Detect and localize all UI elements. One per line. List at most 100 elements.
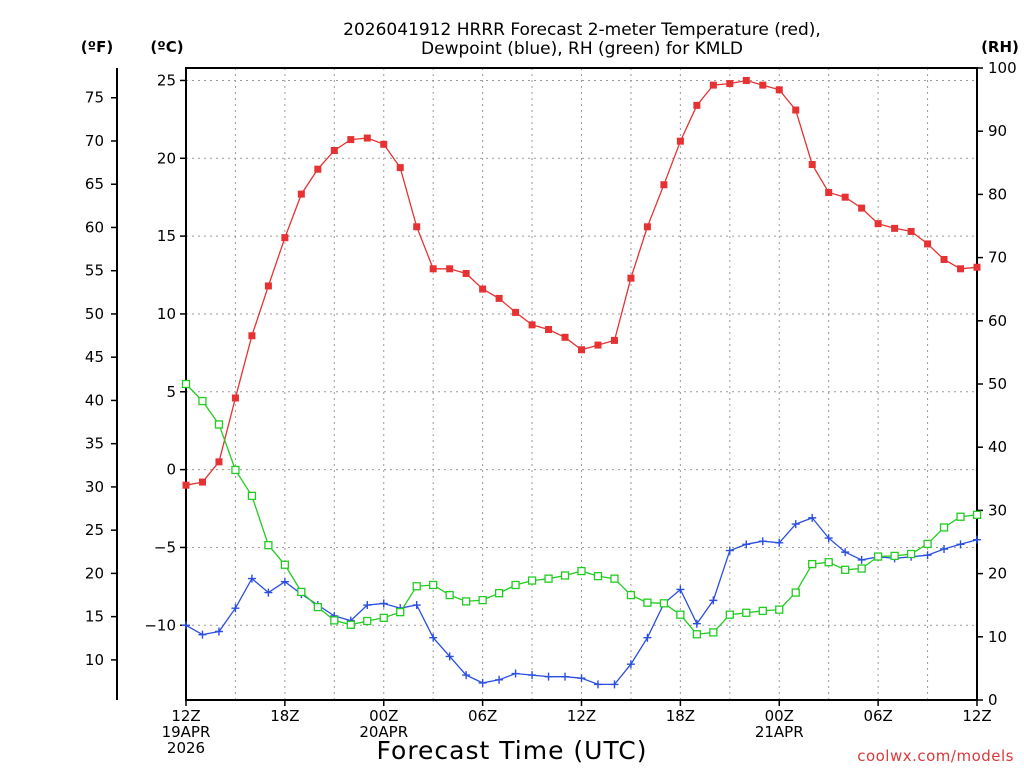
temperature-point xyxy=(231,394,239,402)
rh-tick-label: 0 xyxy=(988,691,998,709)
temperature-series xyxy=(182,76,981,489)
x-tick-label: 00Z xyxy=(369,707,398,725)
dewpoint-point xyxy=(445,652,454,661)
fahrenheit-tick-label: 10 xyxy=(85,651,104,669)
rh-point xyxy=(445,590,454,600)
dewpoint-point xyxy=(528,671,537,680)
dewpoint-point xyxy=(742,540,751,549)
dewpoint-point xyxy=(808,513,817,522)
axes xyxy=(111,67,983,706)
x-tick-label: 12Z xyxy=(171,707,200,725)
rh-point xyxy=(659,599,669,608)
rh-point xyxy=(808,559,817,569)
temperature-point xyxy=(973,263,981,271)
rh-tick-label: 60 xyxy=(988,312,1007,330)
rh-point xyxy=(791,588,800,597)
rh-point xyxy=(247,491,257,501)
temperature-point xyxy=(413,223,421,231)
dewpoint-point xyxy=(264,588,273,597)
x-axis-title: Forecast Time (UTC) xyxy=(377,736,648,765)
rh-point xyxy=(313,602,322,612)
rh-point xyxy=(560,571,570,580)
temperature-point xyxy=(314,165,322,173)
rh-point xyxy=(758,606,767,616)
temperature-point xyxy=(446,265,454,273)
fahrenheit-tick-label: 60 xyxy=(85,218,104,236)
dewpoint-point xyxy=(593,680,602,689)
dewpoint-point xyxy=(824,534,833,543)
temperature-point xyxy=(841,193,849,201)
rh-point xyxy=(593,571,603,581)
dewpoint-point xyxy=(857,555,866,564)
data-series xyxy=(181,76,982,689)
dewpoint-point xyxy=(676,585,685,594)
credit-label: coolwx.com/models xyxy=(857,747,1014,765)
rh-point xyxy=(231,465,240,475)
temperature-point xyxy=(858,204,866,212)
rh-point xyxy=(429,580,438,590)
rh-point xyxy=(841,565,850,574)
dewpoint-point xyxy=(214,627,223,636)
dewpoint-point xyxy=(478,678,487,687)
celsius-tick-label: −10 xyxy=(144,616,176,634)
rh-point xyxy=(478,595,487,605)
dewpoint-point xyxy=(758,537,767,546)
dewpoint-point xyxy=(412,601,421,610)
rh-point xyxy=(857,564,866,573)
rh-tick-label: 10 xyxy=(988,628,1007,646)
rh-point xyxy=(643,598,652,607)
dewpoint-point xyxy=(973,535,981,544)
dewpoint-point xyxy=(791,520,800,529)
celsius-tick-label: 0 xyxy=(166,461,176,479)
rh-tick-label: 50 xyxy=(988,375,1007,393)
temperature-point xyxy=(297,190,305,198)
rh-point xyxy=(494,589,504,598)
rh-point xyxy=(181,379,191,389)
plot-frame xyxy=(185,67,978,701)
rh-point xyxy=(906,549,916,559)
fahrenheit-tick-label: 20 xyxy=(85,564,104,582)
dewpoint-point xyxy=(462,671,471,680)
x-tick-label: 12Z xyxy=(962,707,991,725)
temperature-point xyxy=(907,227,915,235)
rh-point xyxy=(346,620,355,629)
x-tick-label: 2026 xyxy=(167,739,205,757)
rh-unit-label: (RH) xyxy=(981,38,1019,56)
rh-point xyxy=(676,610,685,619)
chart-title-line2: Dewpoint (blue), RH (green) for KMLD xyxy=(421,39,743,59)
dewpoint-point xyxy=(610,680,619,689)
rh-point xyxy=(890,551,899,561)
temperature-point xyxy=(627,274,635,282)
dewpoint-point xyxy=(841,548,850,557)
grid-lines xyxy=(186,68,977,700)
chart-title-line1: 2026041912 HRRR Forecast 2-meter Tempera… xyxy=(343,20,821,40)
temperature-point xyxy=(429,265,437,273)
fahrenheit-unit-label: (ºF) xyxy=(81,38,113,56)
temperature-point xyxy=(528,321,536,329)
temperature-point xyxy=(792,106,800,114)
x-tick-label: 20APR xyxy=(359,723,408,741)
x-tick-label: 18Z xyxy=(666,707,695,725)
x-tick-label: 00Z xyxy=(765,707,794,725)
rh-point xyxy=(280,560,290,569)
fahrenheit-tick-label: 25 xyxy=(85,521,104,539)
rh-point xyxy=(297,587,306,597)
temperature-point xyxy=(891,224,899,232)
temperature-point xyxy=(248,332,256,340)
rh-tick-label: 80 xyxy=(988,185,1007,203)
rh-point xyxy=(725,610,734,619)
temperature-point xyxy=(215,458,223,466)
rh-point xyxy=(873,552,883,561)
dewpoint-point xyxy=(511,669,520,678)
temperature-point xyxy=(462,269,470,277)
temperature-point xyxy=(693,101,701,109)
rh-point xyxy=(577,566,586,576)
dewpoint-point xyxy=(692,619,701,628)
rh-point xyxy=(775,605,784,614)
rh-point xyxy=(330,616,339,625)
temperature-point xyxy=(742,76,750,84)
rh-tick-label: 40 xyxy=(988,438,1007,456)
temperature-point xyxy=(610,336,618,344)
rh-point xyxy=(923,539,932,549)
celsius-tick-label: −5 xyxy=(154,538,176,556)
